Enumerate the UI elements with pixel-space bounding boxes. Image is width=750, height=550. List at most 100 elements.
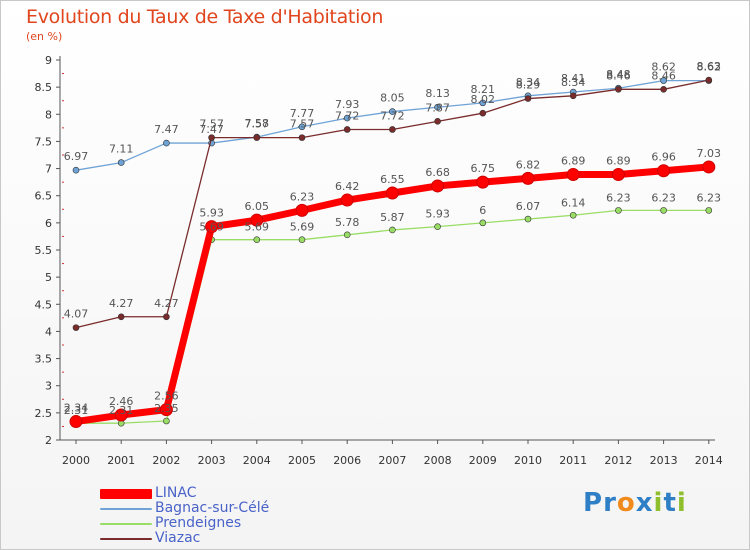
legend-swatch <box>100 523 152 525</box>
legend-swatch <box>100 489 152 499</box>
series-point-3 <box>524 95 532 102</box>
data-label-3: 8.34 <box>561 76 586 89</box>
x-tick-label: 2005 <box>288 454 316 467</box>
series-point-0 <box>114 408 128 422</box>
y-tick-label: 2.5 <box>35 407 53 420</box>
y-tick-label: 7.5 <box>35 135 53 148</box>
data-label-3: 4.27 <box>154 297 179 310</box>
data-label-1: 7.47 <box>154 123 179 136</box>
data-label-3: 7.57 <box>290 118 315 131</box>
data-label-0: 7.03 <box>697 147 722 160</box>
y-tick-label: 8 <box>45 108 52 121</box>
series-point-3 <box>253 134 261 141</box>
series-point-3 <box>163 313 170 321</box>
y-tick-label: 9 <box>45 54 52 67</box>
series-point-1 <box>343 114 351 122</box>
y-tick-label: 2 <box>45 434 52 447</box>
series-point-3 <box>434 118 441 125</box>
data-label-0: 6.55 <box>380 173 405 186</box>
data-label-3: 8.02 <box>471 93 496 106</box>
data-label-3: 4.27 <box>109 297 134 310</box>
series-point-0 <box>295 203 309 217</box>
data-label-2: 5.93 <box>425 208 450 221</box>
data-label-2: 5.87 <box>380 211 405 224</box>
x-tick-label: 2011 <box>559 454 587 467</box>
series-point-2 <box>660 207 667 214</box>
data-label-1: 7.77 <box>290 107 315 120</box>
y-tick-label: 6 <box>45 217 52 230</box>
data-label-0: 6.82 <box>516 158 541 171</box>
brand-letter: i <box>653 488 664 518</box>
data-label-3: 7.72 <box>335 109 360 122</box>
x-tick-label: 2014 <box>695 454 723 467</box>
data-label-0: 2.46 <box>109 395 134 408</box>
data-label-1: 8.62 <box>651 61 676 74</box>
data-label-0: 6.05 <box>245 200 270 213</box>
series-point-0 <box>385 186 399 200</box>
series-point-0 <box>159 403 173 417</box>
x-tick-label: 2001 <box>107 454 135 467</box>
legend-swatch <box>100 538 152 540</box>
legend-swatch <box>100 508 152 510</box>
series-point-1 <box>163 139 170 147</box>
series-point-2 <box>524 215 532 223</box>
y-tick-label: 5.5 <box>35 244 53 257</box>
data-label-0: 2.34 <box>64 402 89 415</box>
y-tick-label: 5 <box>45 271 52 284</box>
data-label-1: 8.21 <box>471 83 496 96</box>
y-tick-label: 8.5 <box>35 81 53 94</box>
x-tick-label: 2002 <box>152 454 180 467</box>
data-label-1: 8.13 <box>425 87 450 100</box>
data-label-1: 7.47 <box>199 123 224 136</box>
y-tick-label: 4 <box>45 325 52 338</box>
x-tick-label: 2008 <box>424 454 452 467</box>
data-label-2: 6.23 <box>651 191 676 204</box>
data-label-2: 2.31 <box>64 404 89 417</box>
data-label-1: 8.62 <box>697 61 722 74</box>
series-point-0 <box>205 220 219 234</box>
data-label-0: 6.89 <box>561 155 586 168</box>
x-tick-label: 2004 <box>243 454 271 467</box>
data-label-2: 5.69 <box>199 221 224 234</box>
data-label-0: 6.75 <box>471 162 496 175</box>
y-tick-label: 6.5 <box>35 190 53 203</box>
y-tick-label: 4.5 <box>35 298 53 311</box>
data-label-3: 4.07 <box>64 308 89 321</box>
series-point-1 <box>389 108 396 115</box>
series-point-0 <box>250 213 264 227</box>
series-point-3 <box>208 134 215 141</box>
data-label-1: 6.97 <box>64 150 89 163</box>
series-line-0 <box>75 163 710 426</box>
series-point-2 <box>569 211 577 219</box>
legend-label: Bagnac-sur-Célé <box>155 500 270 516</box>
series-point-2 <box>705 207 713 214</box>
data-label-3: 7.72 <box>380 109 405 122</box>
series-point-1 <box>434 103 441 111</box>
series-point-2 <box>434 223 441 230</box>
series-point-0 <box>431 179 445 193</box>
series-point-0 <box>521 171 535 185</box>
series-point-0 <box>702 160 716 174</box>
x-tick-label: 2013 <box>650 454 678 467</box>
series-point-0 <box>611 168 625 182</box>
series-point-3 <box>479 109 487 117</box>
data-label-2: 2.31 <box>109 404 134 417</box>
series-point-0 <box>69 415 83 429</box>
x-tick-label: 2012 <box>604 454 632 467</box>
y-tick-label: 7 <box>45 163 52 176</box>
data-label-1: 7.58 <box>245 117 270 130</box>
data-label-1: 8.34 <box>516 76 541 89</box>
series-point-3 <box>615 86 622 93</box>
series-point-1 <box>660 77 667 84</box>
series-point-2 <box>389 226 396 234</box>
chart-title: Evolution du Taux de Taxe d'Habitation <box>26 6 384 28</box>
legend-label: Viazac <box>155 530 201 546</box>
series-point-0 <box>340 193 354 207</box>
series-point-3 <box>389 126 396 133</box>
data-label-2: 6.23 <box>606 191 631 204</box>
data-label-3: 8.29 <box>516 79 541 92</box>
data-label-0: 5.93 <box>199 207 224 220</box>
data-label-3: 7.57 <box>199 118 224 131</box>
